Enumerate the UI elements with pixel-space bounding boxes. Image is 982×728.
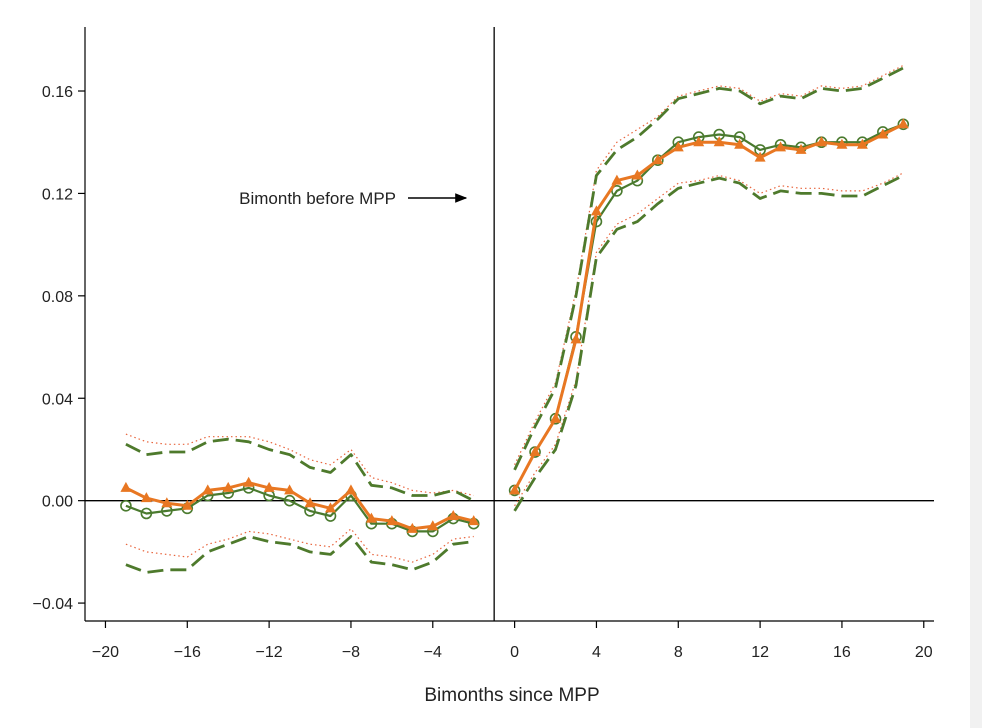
x-axis-title: Bimonths since MPP bbox=[424, 685, 599, 706]
data-point-triangle bbox=[529, 446, 541, 457]
x-tick-label: 12 bbox=[751, 644, 769, 661]
data-point-triangle bbox=[284, 484, 296, 495]
x-tick-label: 16 bbox=[833, 644, 851, 661]
data-point-triangle bbox=[140, 492, 152, 503]
x-tick-label: 4 bbox=[592, 644, 601, 661]
data-point-triangle bbox=[856, 138, 868, 149]
data-point-triangle bbox=[222, 481, 234, 492]
data-point-triangle bbox=[775, 141, 787, 152]
data-point-triangle bbox=[243, 476, 255, 487]
x-tick-label: −8 bbox=[342, 644, 360, 661]
y-tick-label: 0.12 bbox=[42, 186, 73, 203]
x-tick-label: 8 bbox=[674, 644, 683, 661]
x-tick-label: −16 bbox=[174, 644, 201, 661]
data-point-triangle bbox=[161, 497, 173, 508]
data-point-circle bbox=[283, 494, 296, 507]
scrollbar[interactable] bbox=[970, 0, 982, 728]
series-red-dotted-upper bbox=[125, 64, 904, 497]
series-line bbox=[513, 66, 904, 471]
series-green-dashed-lower bbox=[125, 174, 904, 574]
data-point-circle bbox=[611, 185, 623, 197]
x-tick-label: −20 bbox=[92, 644, 119, 661]
data-point-triangle bbox=[365, 512, 377, 523]
series-line bbox=[125, 437, 475, 502]
y-tick-label: 0.08 bbox=[42, 289, 73, 306]
annotation-text: Bimonth before MPP bbox=[239, 189, 396, 208]
series-line bbox=[513, 122, 904, 492]
series-line bbox=[125, 535, 474, 574]
series-red-dotted-lower bbox=[125, 172, 904, 563]
data-point-triangle bbox=[468, 515, 480, 526]
data-point-triangle bbox=[406, 522, 418, 533]
data-point-triangle bbox=[693, 136, 705, 147]
series-line bbox=[125, 528, 474, 563]
series-line bbox=[125, 481, 475, 531]
data-point-triangle bbox=[345, 484, 357, 495]
data-point-triangle bbox=[877, 128, 889, 139]
data-point-triangle bbox=[631, 169, 643, 180]
series-line bbox=[125, 433, 474, 497]
data-point-triangle bbox=[672, 141, 684, 152]
data-point-triangle bbox=[324, 502, 336, 513]
series-layer bbox=[120, 64, 910, 574]
y-tick-label: 0.04 bbox=[42, 391, 73, 408]
data-point-triangle bbox=[427, 520, 439, 531]
data-point-triangle bbox=[652, 154, 664, 165]
labels-layer: −0.04 0.00 0.04 0.08 0.12 0.16 −20 −16 −12 −8 −4 0 4… bbox=[33, 84, 933, 661]
data-point-triangle bbox=[897, 118, 909, 129]
data-point-triangle bbox=[713, 136, 725, 147]
data-point-triangle bbox=[181, 499, 193, 510]
data-point-triangle bbox=[590, 205, 602, 216]
data-point-triangle bbox=[263, 481, 275, 492]
series-green-circle bbox=[120, 118, 910, 538]
series-line bbox=[514, 64, 904, 466]
data-point-triangle bbox=[509, 484, 521, 495]
x-tick-label: 20 bbox=[915, 644, 933, 661]
data-point-triangle bbox=[120, 481, 132, 492]
y-tick-label: −0.04 bbox=[33, 596, 74, 613]
series-line bbox=[513, 174, 904, 512]
axes bbox=[78, 27, 934, 628]
data-point-triangle bbox=[754, 151, 766, 162]
data-point-triangle bbox=[550, 412, 562, 423]
data-point-triangle bbox=[202, 484, 214, 495]
data-point-triangle bbox=[836, 138, 848, 149]
y-tick-label: 0.16 bbox=[42, 84, 73, 101]
x-tick-label: −12 bbox=[256, 644, 283, 661]
data-point-triangle bbox=[304, 497, 316, 508]
data-point-circle bbox=[120, 499, 132, 512]
data-point-triangle bbox=[447, 510, 459, 521]
x-tick-label: 0 bbox=[510, 644, 519, 661]
series-green-dashed-upper bbox=[125, 66, 904, 502]
data-point-circle bbox=[140, 507, 153, 520]
data-point-triangle bbox=[815, 136, 827, 147]
series-orange-triangle bbox=[120, 118, 909, 533]
y-tick-label: 0.00 bbox=[42, 494, 73, 511]
data-point-triangle bbox=[570, 333, 582, 344]
x-tick-label: −4 bbox=[424, 644, 442, 661]
data-point-triangle bbox=[611, 174, 623, 185]
data-point-triangle bbox=[386, 515, 398, 526]
data-point-triangle bbox=[795, 143, 807, 154]
data-point-triangle bbox=[734, 138, 746, 149]
